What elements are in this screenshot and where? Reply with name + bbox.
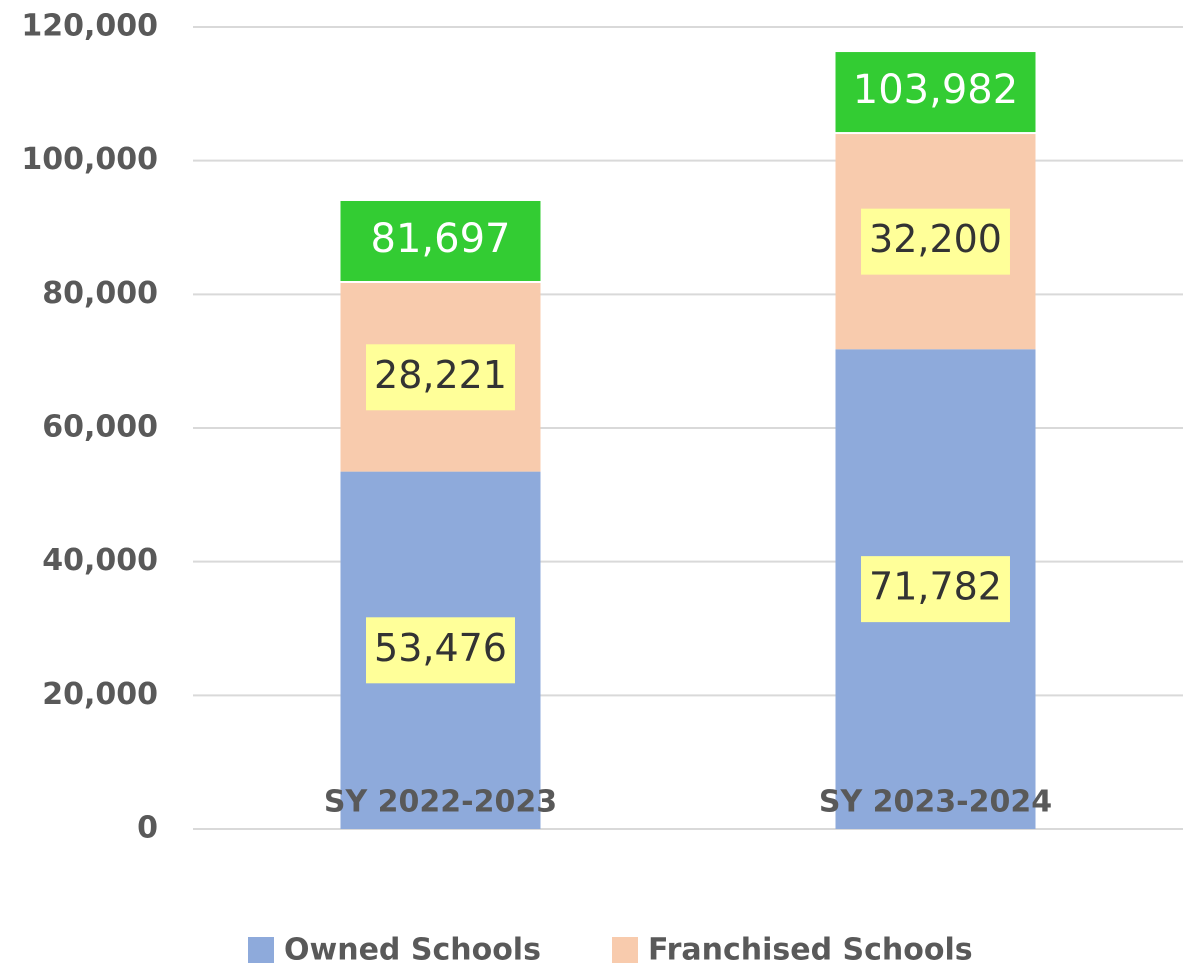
label-box: [861, 556, 1010, 623]
legend-swatch: [612, 937, 638, 963]
x-tick-label: SY 2023-2024: [819, 785, 1052, 820]
total-box: [340, 200, 541, 281]
y-tick-label: 20,000: [42, 677, 158, 712]
x-tick-label: SY 2022-2023: [324, 785, 557, 820]
total-label: 81,697: [371, 216, 511, 262]
legend-label: Franchised Schools: [648, 933, 973, 968]
label-box: [861, 208, 1010, 275]
legend-swatch: [248, 937, 274, 963]
data-label: 71,782: [869, 565, 1002, 609]
y-tick-label: 40,000: [42, 543, 158, 578]
label-box: [366, 617, 515, 684]
total-box: [835, 52, 1036, 133]
y-tick-label: 0: [137, 811, 158, 846]
y-tick-label: 120,000: [21, 9, 158, 44]
data-label: 53,476: [374, 626, 507, 670]
y-tick-label: 80,000: [42, 276, 158, 311]
y-tick-label: 60,000: [42, 410, 158, 445]
data-label: 32,200: [869, 217, 1002, 261]
label-box: [366, 344, 515, 411]
data-label: 28,221: [374, 353, 507, 397]
total-label: 103,982: [853, 67, 1018, 113]
legend-label: Owned Schools: [284, 933, 541, 968]
y-tick-label: 100,000: [21, 142, 158, 177]
